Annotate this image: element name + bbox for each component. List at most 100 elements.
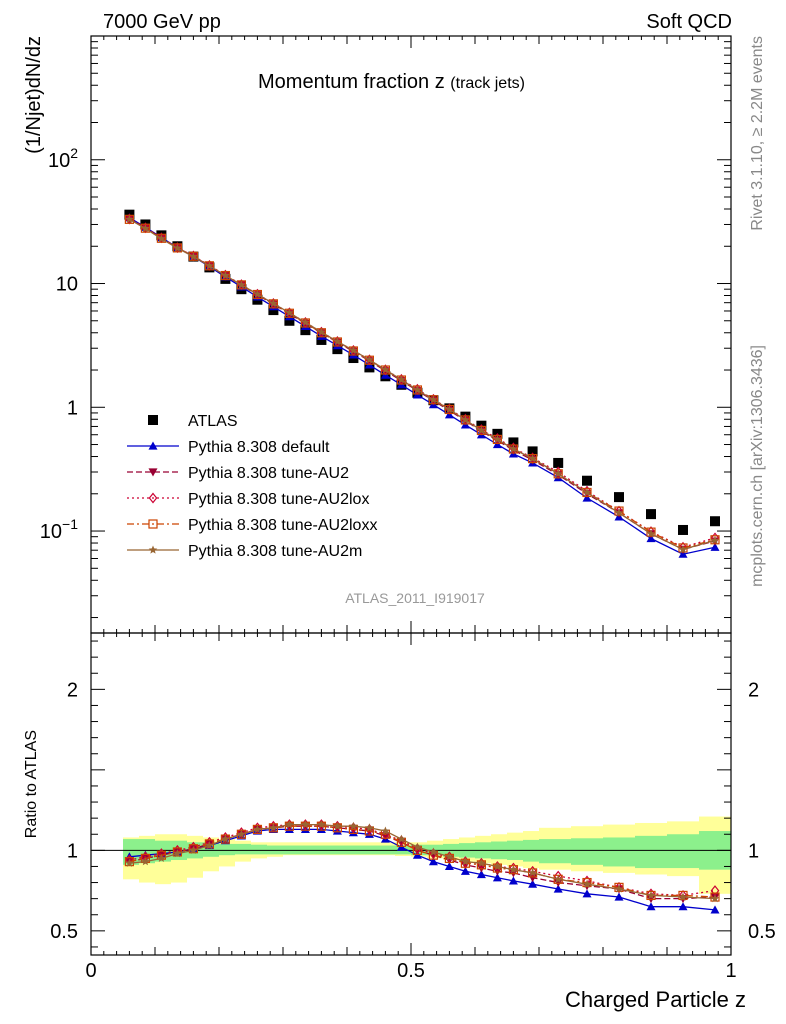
data-point [508, 876, 518, 885]
legend-entry: Pythia 8.308 tune-AU2lox [188, 491, 369, 508]
data-point [710, 905, 720, 914]
data-point [710, 892, 720, 902]
header-right: Soft QCD [646, 11, 732, 33]
ratio-ylabel: Ratio to ATLAS [23, 730, 40, 838]
data-point [710, 532, 720, 544]
data-point [156, 233, 166, 243]
y-tick-label: 1 [67, 397, 78, 419]
data-point [269, 299, 278, 308]
data-point [553, 874, 563, 883]
data-point [141, 224, 150, 233]
data-point [509, 862, 518, 874]
data-point [189, 252, 198, 261]
legend-entry: Pythia 8.308 tune-AU2 [188, 465, 349, 482]
y-tick-label: 102 [48, 145, 78, 172]
x-tick-label: 1 [725, 960, 736, 982]
legend-marker [148, 519, 158, 529]
y-tick-label-exponent: −1 [62, 516, 78, 532]
data-point [710, 542, 720, 551]
data-point [221, 271, 230, 280]
data-point [237, 829, 246, 838]
ratio-frame [90, 632, 732, 956]
y-tick-label-exponent: 2 [70, 145, 78, 161]
data-point [582, 475, 592, 486]
data-point [317, 327, 326, 336]
data-point [253, 822, 262, 834]
legend-entry: Pythia 8.308 default [188, 439, 330, 456]
data-point [429, 847, 438, 856]
ratio-uncertainty-bands [123, 816, 731, 894]
y-tick-label: 10 [56, 274, 78, 296]
ratio-y-tick-label-right: 0.5 [748, 921, 776, 943]
data-point [461, 857, 470, 866]
data-point [381, 826, 390, 835]
data-point [172, 847, 182, 857]
data-point [301, 820, 310, 829]
header-left: 7000 GeV pp [103, 11, 221, 33]
plot-title: Momentum fraction z (track jets) [258, 71, 525, 93]
data-point [397, 834, 406, 843]
data-point [678, 892, 688, 901]
data-point [646, 529, 656, 538]
stat-uncertainty-band [539, 839, 571, 864]
data-point [646, 527, 656, 537]
ratio-y-tick-label: 2 [67, 679, 78, 701]
data-point [157, 234, 166, 243]
data-point [614, 884, 624, 893]
data-point [349, 821, 358, 830]
stat-uncertainty-band [603, 837, 635, 867]
legend-marker [148, 415, 158, 425]
analysis-tag: ATLAS_2011_I919017 [345, 590, 485, 606]
data-point [253, 289, 262, 298]
stat-uncertainty-band [219, 843, 235, 856]
data-point [646, 509, 656, 520]
data-point [300, 325, 311, 336]
data-point [205, 261, 214, 270]
legend-marker [148, 492, 158, 504]
plot-title-main: Momentum fraction z [258, 71, 445, 93]
data-point [476, 870, 486, 879]
data-point [316, 334, 327, 345]
data-point [678, 524, 688, 535]
data-point [493, 862, 502, 871]
data-point [269, 823, 278, 832]
legend-marker [148, 545, 158, 554]
data-point [461, 415, 470, 424]
data-point [553, 469, 563, 478]
data-point [189, 845, 198, 854]
x-tick-label: 0.5 [397, 960, 425, 982]
data-point [317, 820, 326, 829]
main-ylabel: (1/Njet)dN/dz [23, 36, 45, 154]
data-point [710, 894, 720, 903]
ratio-y-tick-label: 0.5 [50, 921, 78, 943]
legend-marker [148, 468, 158, 477]
main-frame [90, 35, 732, 634]
data-point [349, 345, 358, 355]
data-point [445, 852, 454, 861]
data-point [528, 879, 538, 888]
data-point [301, 317, 310, 326]
data-point [237, 827, 246, 839]
data-point [365, 355, 374, 364]
data-point [614, 892, 624, 901]
ratio-plot-series [124, 819, 720, 914]
ratio-y-tick-label-right: 2 [748, 679, 759, 701]
data-point [493, 434, 502, 443]
data-point [553, 457, 564, 468]
data-point [646, 890, 656, 900]
data-point [527, 446, 538, 457]
data-point [477, 425, 486, 435]
data-point [509, 442, 518, 454]
stat-uncertainty-band [667, 834, 699, 869]
main-plot-series [124, 209, 720, 558]
legend-entry: Pythia 8.308 tune-AU2loxx [188, 517, 377, 534]
data-point [582, 889, 592, 898]
data-point [582, 485, 592, 497]
data-point [582, 488, 592, 497]
data-point [528, 454, 537, 463]
ratio-y-tick-label: 1 [67, 840, 78, 862]
stat-uncertainty-band [251, 844, 267, 855]
data-point [285, 308, 294, 317]
legend-marker [148, 441, 158, 450]
